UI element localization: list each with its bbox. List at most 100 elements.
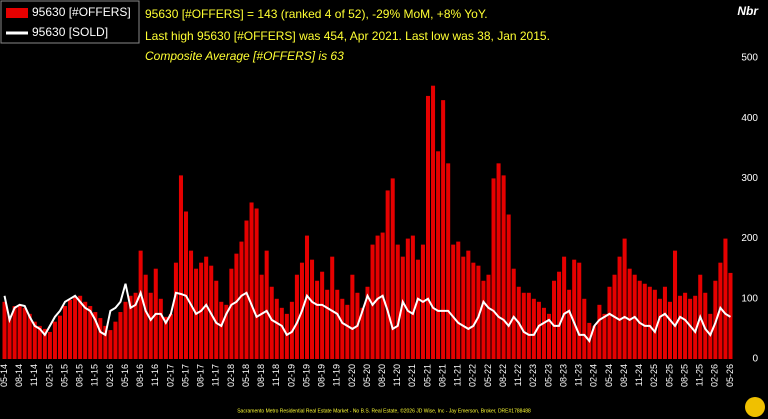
x-tick-label: 08-18 [256, 364, 266, 387]
bar [63, 306, 68, 359]
bar [254, 208, 259, 359]
legend-label: 95630 [SOLD] [32, 25, 108, 39]
bar [330, 256, 335, 359]
bar [410, 235, 415, 359]
bar [405, 238, 410, 359]
bar [521, 292, 526, 359]
bar [572, 259, 577, 359]
bar [345, 304, 350, 359]
bar [425, 95, 431, 360]
x-tick-label: 08-16 [135, 364, 145, 387]
legend-label: 95630 [#OFFERS] [32, 5, 131, 19]
bar [168, 313, 173, 359]
x-tick-label: 11-21 [453, 364, 463, 386]
y-tick-label: 300 [741, 173, 758, 184]
annotation: 95630 [#OFFERS] = 143 (ranked 4 of 52), … [145, 7, 488, 21]
y-tick-label: 100 [741, 293, 758, 304]
bar [42, 328, 47, 359]
bar [496, 163, 501, 359]
bar [657, 298, 662, 359]
bar [78, 295, 83, 359]
bar [652, 289, 657, 359]
bar [118, 312, 123, 359]
bar [320, 271, 325, 359]
bar [93, 312, 98, 359]
bar [471, 262, 476, 359]
bar [103, 325, 108, 359]
bar [461, 256, 466, 359]
x-tick-label: 05-26 [725, 364, 735, 387]
bar [451, 244, 456, 359]
x-tick-label: 08-25 [679, 364, 689, 387]
x-tick-label: 08-20 [377, 364, 387, 387]
x-tick-label: 08-23 [558, 364, 568, 387]
y-tick-label: 500 [741, 53, 758, 64]
bar [642, 283, 647, 359]
bar [400, 256, 405, 359]
bar [662, 286, 667, 359]
y-tick-label: 0 [752, 354, 758, 365]
x-tick-label: 02-22 [468, 364, 478, 387]
x-tick-label: 02-26 [710, 364, 720, 387]
bar [88, 306, 93, 359]
x-tick-label: 11-25 [695, 364, 705, 386]
bar [602, 313, 607, 359]
x-tick-label: 02-23 [528, 364, 538, 387]
bar [37, 325, 42, 359]
bar [249, 202, 254, 359]
x-tick-label: 05-22 [483, 364, 493, 387]
bar [597, 304, 602, 359]
x-tick-label: 11-20 [392, 364, 402, 386]
x-tick-label: 08-22 [498, 364, 508, 387]
bar [562, 256, 567, 359]
bar [536, 301, 541, 359]
bar [239, 241, 244, 359]
bar [219, 301, 224, 359]
bar [224, 304, 229, 359]
x-tick-label: 02-18 [226, 364, 236, 387]
logo [745, 397, 765, 417]
x-tick-label: 05-16 [120, 364, 130, 387]
x-tick-label: 11-24 [634, 364, 644, 386]
bar [264, 250, 269, 359]
x-tick-label: 02-21 [407, 364, 417, 387]
bar [491, 178, 496, 359]
bar [73, 297, 78, 359]
bar [269, 286, 274, 359]
x-tick-label: 05-23 [543, 364, 553, 387]
bar [2, 301, 7, 359]
bar [607, 286, 612, 359]
bar [214, 280, 219, 359]
bar [57, 315, 62, 359]
bar [557, 271, 562, 359]
x-tick-label: 11-16 [150, 364, 160, 386]
bar [466, 250, 471, 359]
bar [546, 313, 552, 359]
bar [577, 262, 582, 359]
bar [567, 289, 572, 359]
x-tick-label: 02-24 [589, 364, 599, 387]
bar [183, 211, 189, 359]
x-tick-label: 08-24 [619, 364, 629, 387]
bar [395, 244, 400, 359]
bar [693, 295, 698, 359]
bar [163, 316, 168, 359]
bar [637, 280, 642, 359]
bar [375, 235, 380, 359]
bar [703, 292, 708, 359]
bar [315, 280, 320, 359]
bar [133, 292, 138, 359]
x-tick-label: 11-23 [574, 364, 584, 386]
x-tick-label: 05-14 [0, 364, 9, 387]
y-tick-label: 200 [741, 233, 758, 244]
x-tick-label: 02-16 [105, 364, 115, 387]
bar [17, 304, 22, 359]
bar [274, 298, 279, 359]
x-tick-label: 05-17 [180, 364, 190, 387]
x-tick-label: 08-14 [14, 364, 24, 387]
x-tick-label: 05-19 [301, 364, 311, 387]
bar [229, 268, 234, 359]
bar [335, 289, 340, 359]
bar [350, 274, 355, 359]
